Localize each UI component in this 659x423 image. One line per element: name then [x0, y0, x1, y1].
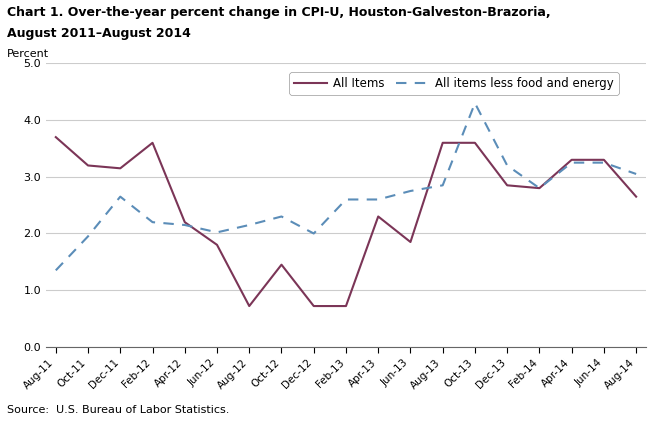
Legend: All Items, All items less food and energy: All Items, All items less food and energ…: [289, 72, 619, 95]
Line: All items less food and energy: All items less food and energy: [56, 103, 636, 270]
All Items: [632, 194, 640, 199]
All items less food and energy: [117, 194, 125, 199]
All Items: [503, 183, 511, 188]
All items less food and energy: [536, 186, 544, 191]
All Items: [439, 140, 447, 146]
All Items: [84, 163, 92, 168]
Text: Percent: Percent: [7, 49, 49, 59]
All items less food and energy: [310, 231, 318, 236]
All items less food and energy: [374, 197, 382, 202]
Text: August 2011–August 2014: August 2011–August 2014: [7, 27, 190, 41]
Text: Source:  U.S. Bureau of Labor Statistics.: Source: U.S. Bureau of Labor Statistics.: [7, 404, 229, 415]
All items less food and energy: [277, 214, 285, 219]
All items less food and energy: [471, 101, 479, 106]
All Items: [567, 157, 575, 162]
All items less food and energy: [632, 171, 640, 176]
All Items: [471, 140, 479, 146]
All items less food and energy: [245, 222, 253, 228]
All Items: [407, 239, 415, 244]
All Items: [117, 166, 125, 171]
All Items: [536, 186, 544, 191]
All items less food and energy: [84, 234, 92, 239]
All Items: [213, 242, 221, 247]
All items less food and energy: [181, 222, 188, 228]
All items less food and energy: [52, 268, 60, 273]
All items less food and energy: [439, 183, 447, 188]
All Items: [148, 140, 156, 146]
All items less food and energy: [407, 189, 415, 194]
All items less food and energy: [503, 163, 511, 168]
Line: All Items: All Items: [56, 137, 636, 306]
All items less food and energy: [567, 160, 575, 165]
All Items: [245, 304, 253, 309]
All Items: [310, 304, 318, 309]
All items less food and energy: [148, 220, 156, 225]
All Items: [600, 157, 608, 162]
All Items: [374, 214, 382, 219]
All Items: [181, 220, 188, 225]
All Items: [52, 135, 60, 140]
All items less food and energy: [342, 197, 350, 202]
All items less food and energy: [213, 230, 221, 235]
Text: Chart 1. Over-the-year percent change in CPI-U, Houston-Galveston-Brazoria,: Chart 1. Over-the-year percent change in…: [7, 6, 550, 19]
All items less food and energy: [600, 160, 608, 165]
All Items: [277, 262, 285, 267]
All Items: [342, 304, 350, 309]
